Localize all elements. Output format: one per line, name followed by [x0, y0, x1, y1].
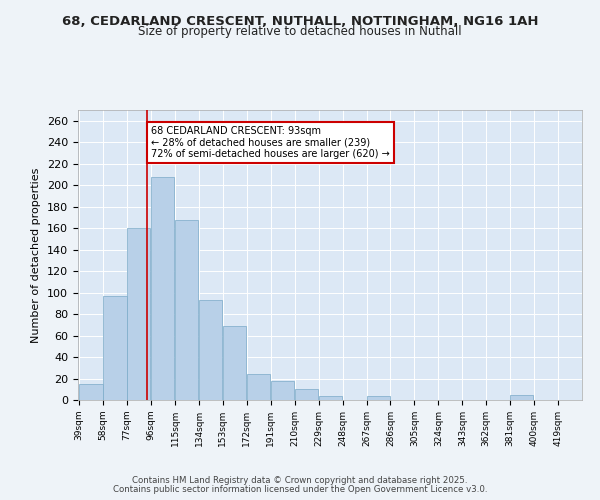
- Bar: [199, 300, 222, 400]
- Bar: [223, 326, 246, 400]
- Bar: [79, 384, 103, 400]
- Bar: [247, 374, 270, 400]
- Bar: [103, 296, 127, 400]
- Bar: [367, 396, 390, 400]
- Text: 68 CEDARLAND CRESCENT: 93sqm
← 28% of detached houses are smaller (239)
72% of s: 68 CEDARLAND CRESCENT: 93sqm ← 28% of de…: [151, 126, 390, 160]
- Bar: [151, 176, 175, 400]
- Text: Contains public sector information licensed under the Open Government Licence v3: Contains public sector information licen…: [113, 485, 487, 494]
- Text: 68, CEDARLAND CRESCENT, NUTHALL, NOTTINGHAM, NG16 1AH: 68, CEDARLAND CRESCENT, NUTHALL, NOTTING…: [62, 15, 538, 28]
- Bar: [319, 396, 342, 400]
- Bar: [271, 380, 294, 400]
- Bar: [175, 220, 199, 400]
- Y-axis label: Number of detached properties: Number of detached properties: [31, 168, 41, 342]
- Bar: [295, 390, 318, 400]
- Text: Contains HM Land Registry data © Crown copyright and database right 2025.: Contains HM Land Registry data © Crown c…: [132, 476, 468, 485]
- Bar: [510, 394, 533, 400]
- Bar: [127, 228, 151, 400]
- Text: Size of property relative to detached houses in Nuthall: Size of property relative to detached ho…: [138, 25, 462, 38]
